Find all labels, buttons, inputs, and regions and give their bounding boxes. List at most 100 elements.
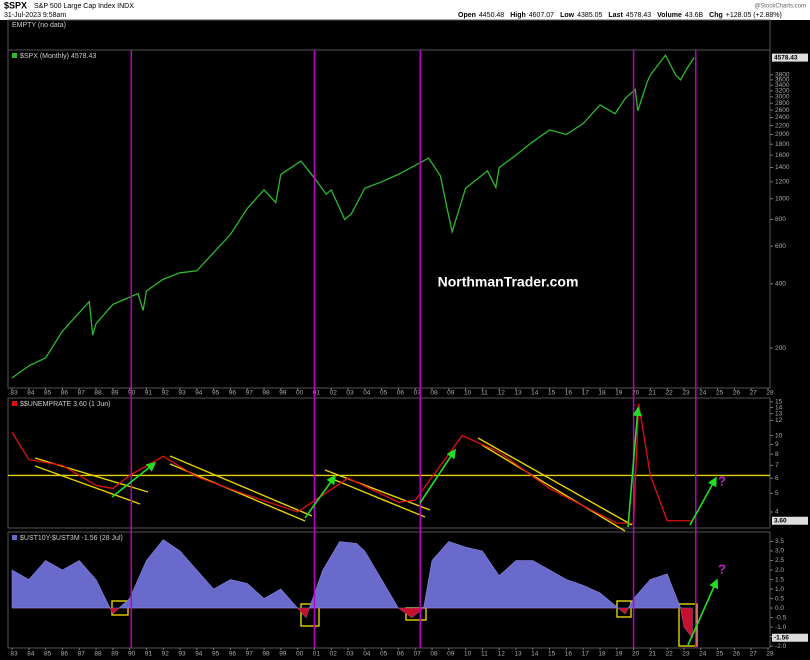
x-tick-label: 22 — [666, 651, 674, 658]
annotation: ? — [718, 473, 726, 488]
area-negative — [12, 608, 693, 638]
x-tick-label: 00 — [296, 651, 304, 658]
y-tick-label: 3000 — [775, 94, 790, 101]
symbol: $SPX — [4, 0, 27, 10]
y-tick-label: 15 — [775, 399, 783, 406]
x-tick-label: 20 — [632, 651, 640, 658]
y-tick-label: 1600 — [775, 152, 790, 159]
last-value-box — [772, 53, 808, 62]
x-tick-label: 15 — [548, 651, 556, 658]
y-tick-label: 2800 — [775, 100, 790, 107]
y-tick-label: 2.0 — [775, 567, 784, 574]
x-tick-label: 04 — [363, 651, 371, 658]
x-tick-label: 01 — [313, 651, 321, 658]
quote-label: Last — [608, 12, 623, 19]
arrow — [689, 476, 717, 526]
x-tick-label: 89 — [111, 651, 119, 658]
x-tick-label: 11 — [481, 651, 488, 658]
x-tick-label: 24 — [699, 390, 707, 397]
x-tick-label: 05 — [380, 390, 388, 397]
x-tick-label: 11 — [481, 390, 488, 397]
x-tick-label: 23 — [682, 651, 690, 658]
header-bar — [0, 0, 810, 20]
x-tick-label: 97 — [246, 390, 254, 397]
x-tick-label: 14 — [531, 651, 539, 658]
x-tick-label: 19 — [615, 651, 623, 658]
panel-title: $UST10Y-$UST3M -1.56 (28 Jul) — [20, 535, 123, 542]
x-tick-label: 98 — [262, 390, 270, 397]
x-tick-label: 21 — [649, 651, 657, 658]
x-tick-label: 09 — [447, 651, 455, 658]
x-tick-label: 27 — [750, 651, 758, 658]
legend-swatch — [12, 53, 17, 58]
quote-label: High — [510, 12, 526, 19]
x-tick-label: 25 — [716, 651, 724, 658]
x-tick-label: 85 — [44, 390, 52, 397]
x-tick-label: 90 — [128, 651, 136, 658]
x-tick-label: 25 — [716, 390, 724, 397]
x-tick-label: 02 — [330, 390, 338, 397]
x-tick-label: 18 — [598, 651, 606, 658]
x-tick-label: 94 — [195, 390, 203, 397]
x-tick-label: 86 — [61, 651, 69, 658]
x-tick-label: 06 — [397, 390, 405, 397]
x-tick-label: 10 — [464, 651, 472, 658]
x-tick-label: 09 — [447, 390, 455, 397]
quote-label: Low — [560, 12, 575, 19]
date: 31-Jul-2023 9:58am — [4, 12, 66, 19]
panel-frame — [7, 397, 771, 529]
arrow — [687, 578, 719, 646]
arrow — [627, 406, 643, 528]
quote-label: Chg — [709, 12, 723, 19]
y-tick-label: 3800 — [775, 72, 790, 79]
line — [11, 403, 691, 524]
panel-title: $$UNEMPRATE 3.60 (1 Jun) — [20, 401, 111, 408]
x-tick-label: 87 — [78, 651, 86, 658]
y-tick-label: 1800 — [775, 141, 790, 148]
x-tick-label: 92 — [162, 651, 170, 658]
y-tick-label: 1000 — [775, 195, 790, 202]
last-value-box — [772, 516, 808, 525]
x-tick-label: 13 — [514, 390, 522, 397]
y-tick-label: 6 — [775, 475, 779, 482]
x-tick-label: 84 — [27, 651, 35, 658]
x-tick-label: 05 — [380, 651, 388, 658]
x-tick-label: 92 — [162, 390, 170, 397]
arrow — [111, 462, 157, 498]
x-tick-label: 14 — [531, 390, 539, 397]
x-tick-label: 91 — [145, 390, 153, 397]
x-tick-label: 97 — [246, 651, 254, 658]
y-tick-label: 3600 — [775, 77, 790, 84]
arrow — [304, 474, 336, 519]
x-tick-label: 89 — [111, 390, 119, 397]
x-tick-label: 26 — [733, 651, 741, 658]
x-tick-label: 85 — [44, 651, 52, 658]
x-tick-label: 87 — [78, 390, 86, 397]
x-tick-label: 12 — [498, 390, 506, 397]
y-tick-label: 2200 — [775, 122, 790, 129]
last-value-label: 3.60 — [774, 517, 787, 524]
x-tick-label: 21 — [649, 390, 657, 397]
x-tick-label: 04 — [363, 390, 371, 397]
x-tick-label: 28 — [766, 651, 774, 658]
quote-value: 4607.07 — [529, 12, 554, 19]
panel-frame — [7, 49, 771, 389]
y-tick-label: 3.0 — [775, 548, 784, 555]
x-tick-label: 83 — [10, 651, 18, 658]
legend-swatch — [12, 401, 17, 406]
x-tick-label: 18 — [598, 390, 606, 397]
y-tick-label: 3400 — [775, 82, 790, 89]
y-tick-label: 1400 — [775, 164, 790, 171]
x-tick-label: 88 — [94, 390, 102, 397]
y-tick-label: 8 — [775, 451, 779, 458]
area — [11, 539, 693, 639]
empty-panel — [7, 19, 771, 51]
x-tick-label: 28 — [766, 390, 774, 397]
y-tick-label: 3200 — [775, 88, 790, 95]
x-tick-label: 27 — [750, 390, 758, 397]
x-tick-label: 07 — [414, 651, 422, 658]
x-tick-label: 06 — [397, 651, 405, 658]
y-tick-label: 1.5 — [775, 576, 784, 583]
y-tick-label: 5 — [775, 490, 779, 497]
